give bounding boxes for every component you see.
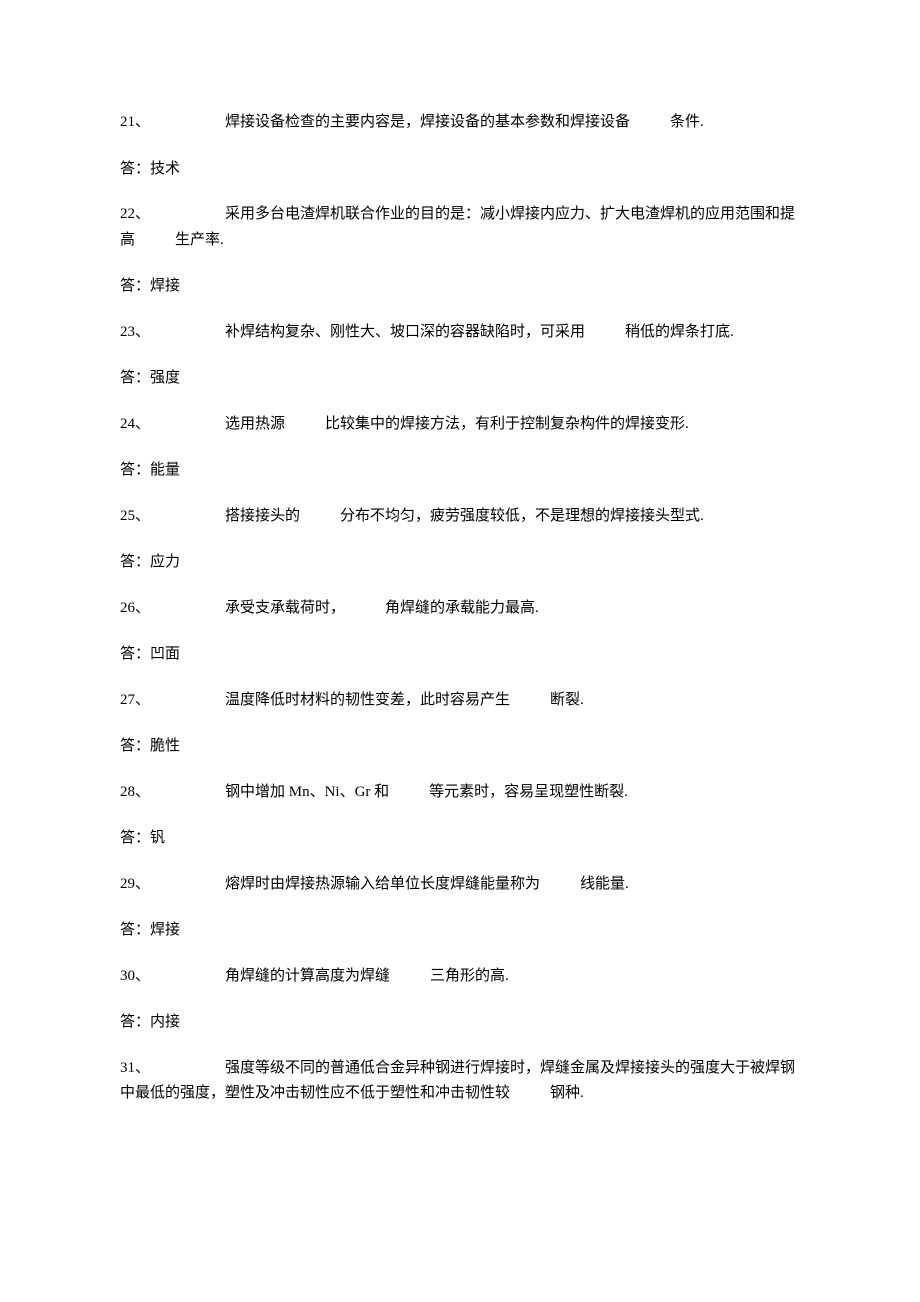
question-part: 角焊缝的承载能力最高. xyxy=(385,600,539,616)
question-block: 28、钢中增加 Mn、Ni、Gr 和 等元素时，容易呈现塑性断裂. 答：钒 xyxy=(120,780,800,850)
question-part: 补焊结构复杂、刚性大、坡口深的容器缺陷时，可采用 xyxy=(225,324,585,340)
question-text: 31、强度等级不同的普通低合金异种钢进行焊接时，焊缝金属及焊接接头的强度大于被焊… xyxy=(120,1056,800,1107)
question-part: 温度降低时材料的韧性变差，此时容易产生 xyxy=(225,692,510,708)
answer-text: 答：应力 xyxy=(120,551,800,574)
question-part: 钢中增加 Mn、Ni、Gr 和 xyxy=(225,784,389,800)
document-content: 21、焊接设备检查的主要内容是，焊接设备的基本参数和焊接设备 条件. 答：技术 2… xyxy=(120,110,800,1107)
question-text: 28、钢中增加 Mn、Ni、Gr 和 等元素时，容易呈现塑性断裂. xyxy=(120,780,800,806)
question-number: 28、 xyxy=(120,780,225,806)
question-part: 比较集中的焊接方法，有利于控制复杂构件的焊接变形. xyxy=(325,416,689,432)
answer-text: 答：钒 xyxy=(120,827,800,850)
question-part: 选用热源 xyxy=(225,416,285,432)
answer-text: 答：脆性 xyxy=(120,735,800,758)
question-block: 26、承受支承载荷时， 角焊缝的承载能力最高. 答：凹面 xyxy=(120,596,800,666)
question-number: 29、 xyxy=(120,872,225,898)
question-block: 21、焊接设备检查的主要内容是，焊接设备的基本参数和焊接设备 条件. 答：技术 xyxy=(120,110,800,180)
question-text: 24、选用热源 比较集中的焊接方法，有利于控制复杂构件的焊接变形. xyxy=(120,412,800,438)
answer-text: 答：凹面 xyxy=(120,643,800,666)
question-block: 27、温度降低时材料的韧性变差，此时容易产生 断裂. 答：脆性 xyxy=(120,688,800,758)
question-number: 25、 xyxy=(120,504,225,530)
question-text: 21、焊接设备检查的主要内容是，焊接设备的基本参数和焊接设备 条件. xyxy=(120,110,800,136)
question-text: 25、搭接接头的 分布不均匀，疲劳强度较低，不是理想的焊接接头型式. xyxy=(120,504,800,530)
answer-text: 答：焊接 xyxy=(120,919,800,942)
question-part: 钢种. xyxy=(550,1085,584,1101)
question-text: 27、温度降低时材料的韧性变差，此时容易产生 断裂. xyxy=(120,688,800,714)
question-part: 断裂. xyxy=(550,692,584,708)
answer-text: 答：技术 xyxy=(120,158,800,181)
question-part: 条件. xyxy=(670,114,704,130)
question-part: 焊接设备检查的主要内容是，焊接设备的基本参数和焊接设备 xyxy=(225,114,630,130)
question-number: 31、 xyxy=(120,1056,225,1082)
question-block: 23、补焊结构复杂、刚性大、坡口深的容器缺陷时，可采用 稍低的焊条打底. 答：强度 xyxy=(120,320,800,390)
question-part: 三角形的高. xyxy=(430,968,509,984)
question-block: 30、角焊缝的计算高度为焊缝 三角形的高. 答：内接 xyxy=(120,964,800,1034)
answer-text: 答：强度 xyxy=(120,367,800,390)
question-part: 生产率. xyxy=(175,232,224,248)
question-part: 线能量. xyxy=(580,876,629,892)
question-number: 23、 xyxy=(120,320,225,346)
question-number: 22、 xyxy=(120,202,225,228)
question-block: 25、搭接接头的 分布不均匀，疲劳强度较低，不是理想的焊接接头型式. 答：应力 xyxy=(120,504,800,574)
question-text: 26、承受支承载荷时， 角焊缝的承载能力最高. xyxy=(120,596,800,622)
question-text: 23、补焊结构复杂、刚性大、坡口深的容器缺陷时，可采用 稍低的焊条打底. xyxy=(120,320,800,346)
question-part: 等元素时，容易呈现塑性断裂. xyxy=(429,784,628,800)
question-part: 承受支承载荷时， xyxy=(225,600,345,616)
question-number: 26、 xyxy=(120,596,225,622)
question-part: 角焊缝的计算高度为焊缝 xyxy=(225,968,390,984)
question-number: 30、 xyxy=(120,964,225,990)
question-number: 27、 xyxy=(120,688,225,714)
question-part: 搭接接头的 xyxy=(225,508,300,524)
question-block: 31、强度等级不同的普通低合金异种钢进行焊接时，焊缝金属及焊接接头的强度大于被焊… xyxy=(120,1056,800,1107)
question-number: 24、 xyxy=(120,412,225,438)
answer-text: 答：焊接 xyxy=(120,275,800,298)
question-part: 分布不均匀，疲劳强度较低，不是理想的焊接接头型式. xyxy=(340,508,704,524)
question-part: 熔焊时由焊接热源输入给单位长度焊缝能量称为 xyxy=(225,876,540,892)
question-block: 29、熔焊时由焊接热源输入给单位长度焊缝能量称为 线能量. 答：焊接 xyxy=(120,872,800,942)
question-number: 21、 xyxy=(120,110,225,136)
answer-text: 答：内接 xyxy=(120,1011,800,1034)
question-part: 稍低的焊条打底. xyxy=(625,324,734,340)
question-text: 30、角焊缝的计算高度为焊缝 三角形的高. xyxy=(120,964,800,990)
question-block: 24、选用热源 比较集中的焊接方法，有利于控制复杂构件的焊接变形. 答：能量 xyxy=(120,412,800,482)
question-text: 22、采用多台电渣焊机联合作业的目的是：减小焊接内应力、扩大电渣焊机的应用范围和… xyxy=(120,202,800,253)
question-text: 29、熔焊时由焊接热源输入给单位长度焊缝能量称为 线能量. xyxy=(120,872,800,898)
answer-text: 答：能量 xyxy=(120,459,800,482)
question-block: 22、采用多台电渣焊机联合作业的目的是：减小焊接内应力、扩大电渣焊机的应用范围和… xyxy=(120,202,800,298)
